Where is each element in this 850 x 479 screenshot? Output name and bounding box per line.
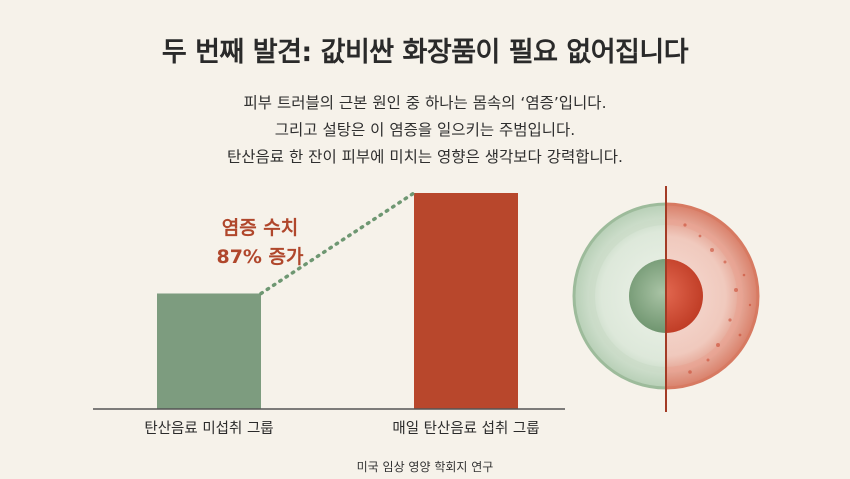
subtitle-line-1: 피부 트러블의 근본 원인 중 하나는 몸속의 ‘염증’입니다. <box>243 94 607 112</box>
bar-2 <box>414 193 518 409</box>
category-labels: 탄산음료 미섭취 그룹 매일 탄산음료 섭취 그룹 <box>144 420 539 437</box>
skin-cell-illustration <box>572 186 760 412</box>
callout-annotation: 염증 수치 87% 증가 <box>200 214 320 272</box>
category-label-1: 탄산음료 미섭취 그룹 <box>144 420 273 437</box>
category-label-2: 매일 탄산음료 섭취 그룹 <box>392 420 539 437</box>
source-citation: 미국 임상 영양 학회지 연구 <box>356 460 494 474</box>
trend-dotted-line <box>259 191 416 296</box>
subtitle-line-3: 탄산음료 한 잔이 피부에 미치는 영향은 생각보다 강력합니다. <box>227 148 623 166</box>
page-title: 두 번째 발견: 값비싼 화장품이 필요 없어집니다 <box>161 37 689 68</box>
callout-line-1: 염증 수치 <box>221 217 299 239</box>
bar-1 <box>157 293 261 409</box>
bars-group <box>157 193 518 409</box>
callout-line-2: 87% 증가 <box>216 246 304 268</box>
subtitle: 피부 트러블의 근본 원인 중 하나는 몸속의 ‘염증’입니다. 그리고 설탕은… <box>0 90 850 171</box>
subtitle-line-2: 그리고 설탕은 이 염증을 일으키는 주범입니다. <box>274 121 576 139</box>
